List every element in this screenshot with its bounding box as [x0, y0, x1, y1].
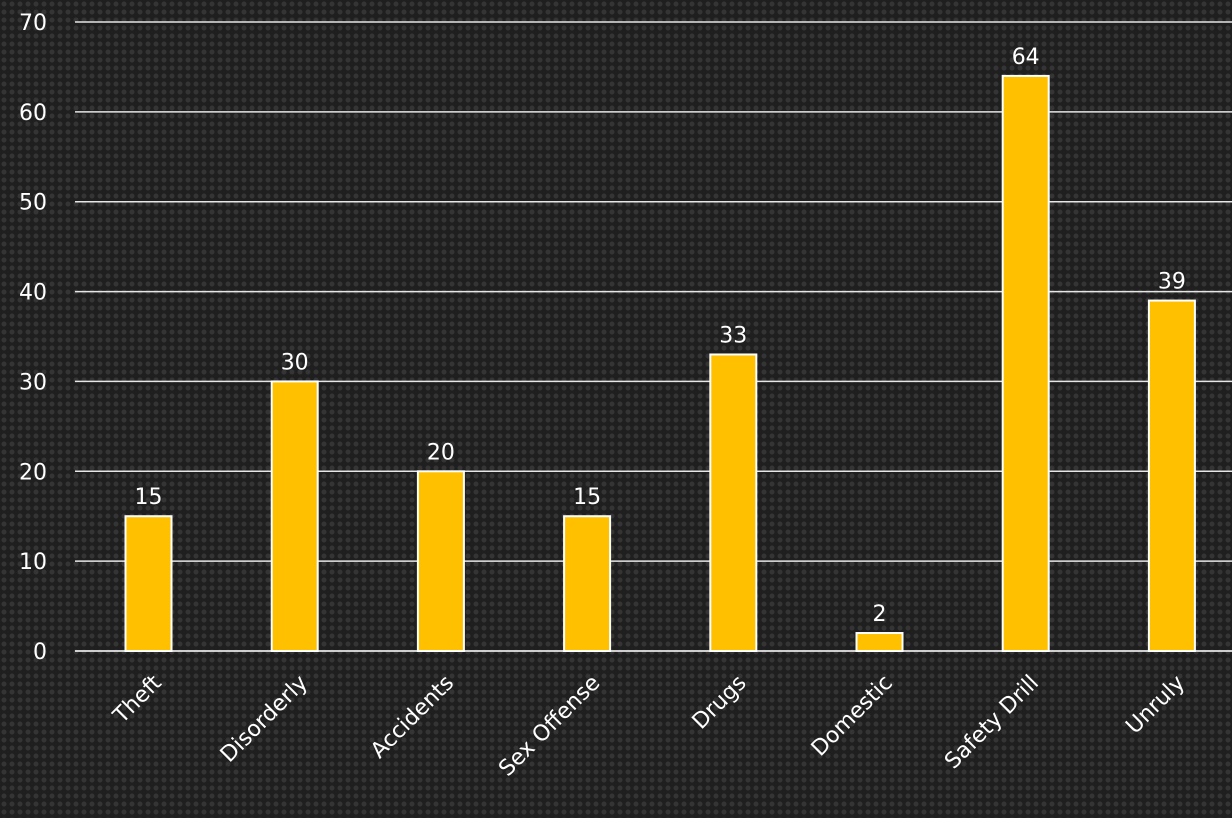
data-label: 33: [719, 323, 747, 348]
x-tick-label: Drugs: [688, 671, 752, 735]
data-label: 20: [427, 440, 455, 465]
bar-safety-drill: [1001, 74, 1050, 652]
data-label: 39: [1158, 270, 1186, 295]
y-tick-label: 40: [19, 281, 47, 306]
y-tick-label: 20: [19, 460, 47, 485]
x-tick-label: Theft: [108, 670, 167, 729]
data-label: 64: [1012, 45, 1040, 70]
bar-disorderly: [270, 380, 319, 652]
x-tick-label: Unruly: [1121, 671, 1190, 740]
data-label: 2: [873, 602, 887, 627]
x-axis: Theft Disorderly Accidents Sex Offense Drugs…: [108, 670, 1190, 781]
y-tick-label: 30: [19, 370, 47, 395]
gridlines: [75, 21, 1232, 652]
y-tick-label: 70: [19, 11, 47, 36]
bar-sex-offense: [563, 515, 612, 653]
data-label: 15: [573, 485, 601, 510]
x-tick-label: Sex Offense: [494, 671, 605, 782]
bar-drugs: [709, 353, 758, 652]
data-labels: 15 30 20 15 33 2 64 39: [135, 45, 1186, 627]
data-label: 15: [135, 485, 163, 510]
x-tick-label: Safety Drill: [940, 671, 1044, 775]
y-tick-label: 10: [19, 550, 47, 575]
bar-unruly: [1147, 299, 1196, 652]
y-axis: 0 10 20 30 40 50 60 70: [19, 11, 47, 665]
bar-series: [124, 74, 1196, 653]
bar-domestic: [855, 632, 904, 652]
y-tick-label: 0: [33, 640, 47, 665]
x-tick-label: Domestic: [807, 671, 898, 762]
y-tick-label: 60: [19, 101, 47, 126]
y-tick-label: 50: [19, 191, 47, 216]
bar-theft: [124, 515, 173, 653]
bar-accidents: [416, 470, 465, 652]
x-tick-label: Disorderly: [216, 671, 313, 768]
x-tick-label: Accidents: [366, 671, 459, 764]
data-label: 30: [281, 350, 309, 375]
